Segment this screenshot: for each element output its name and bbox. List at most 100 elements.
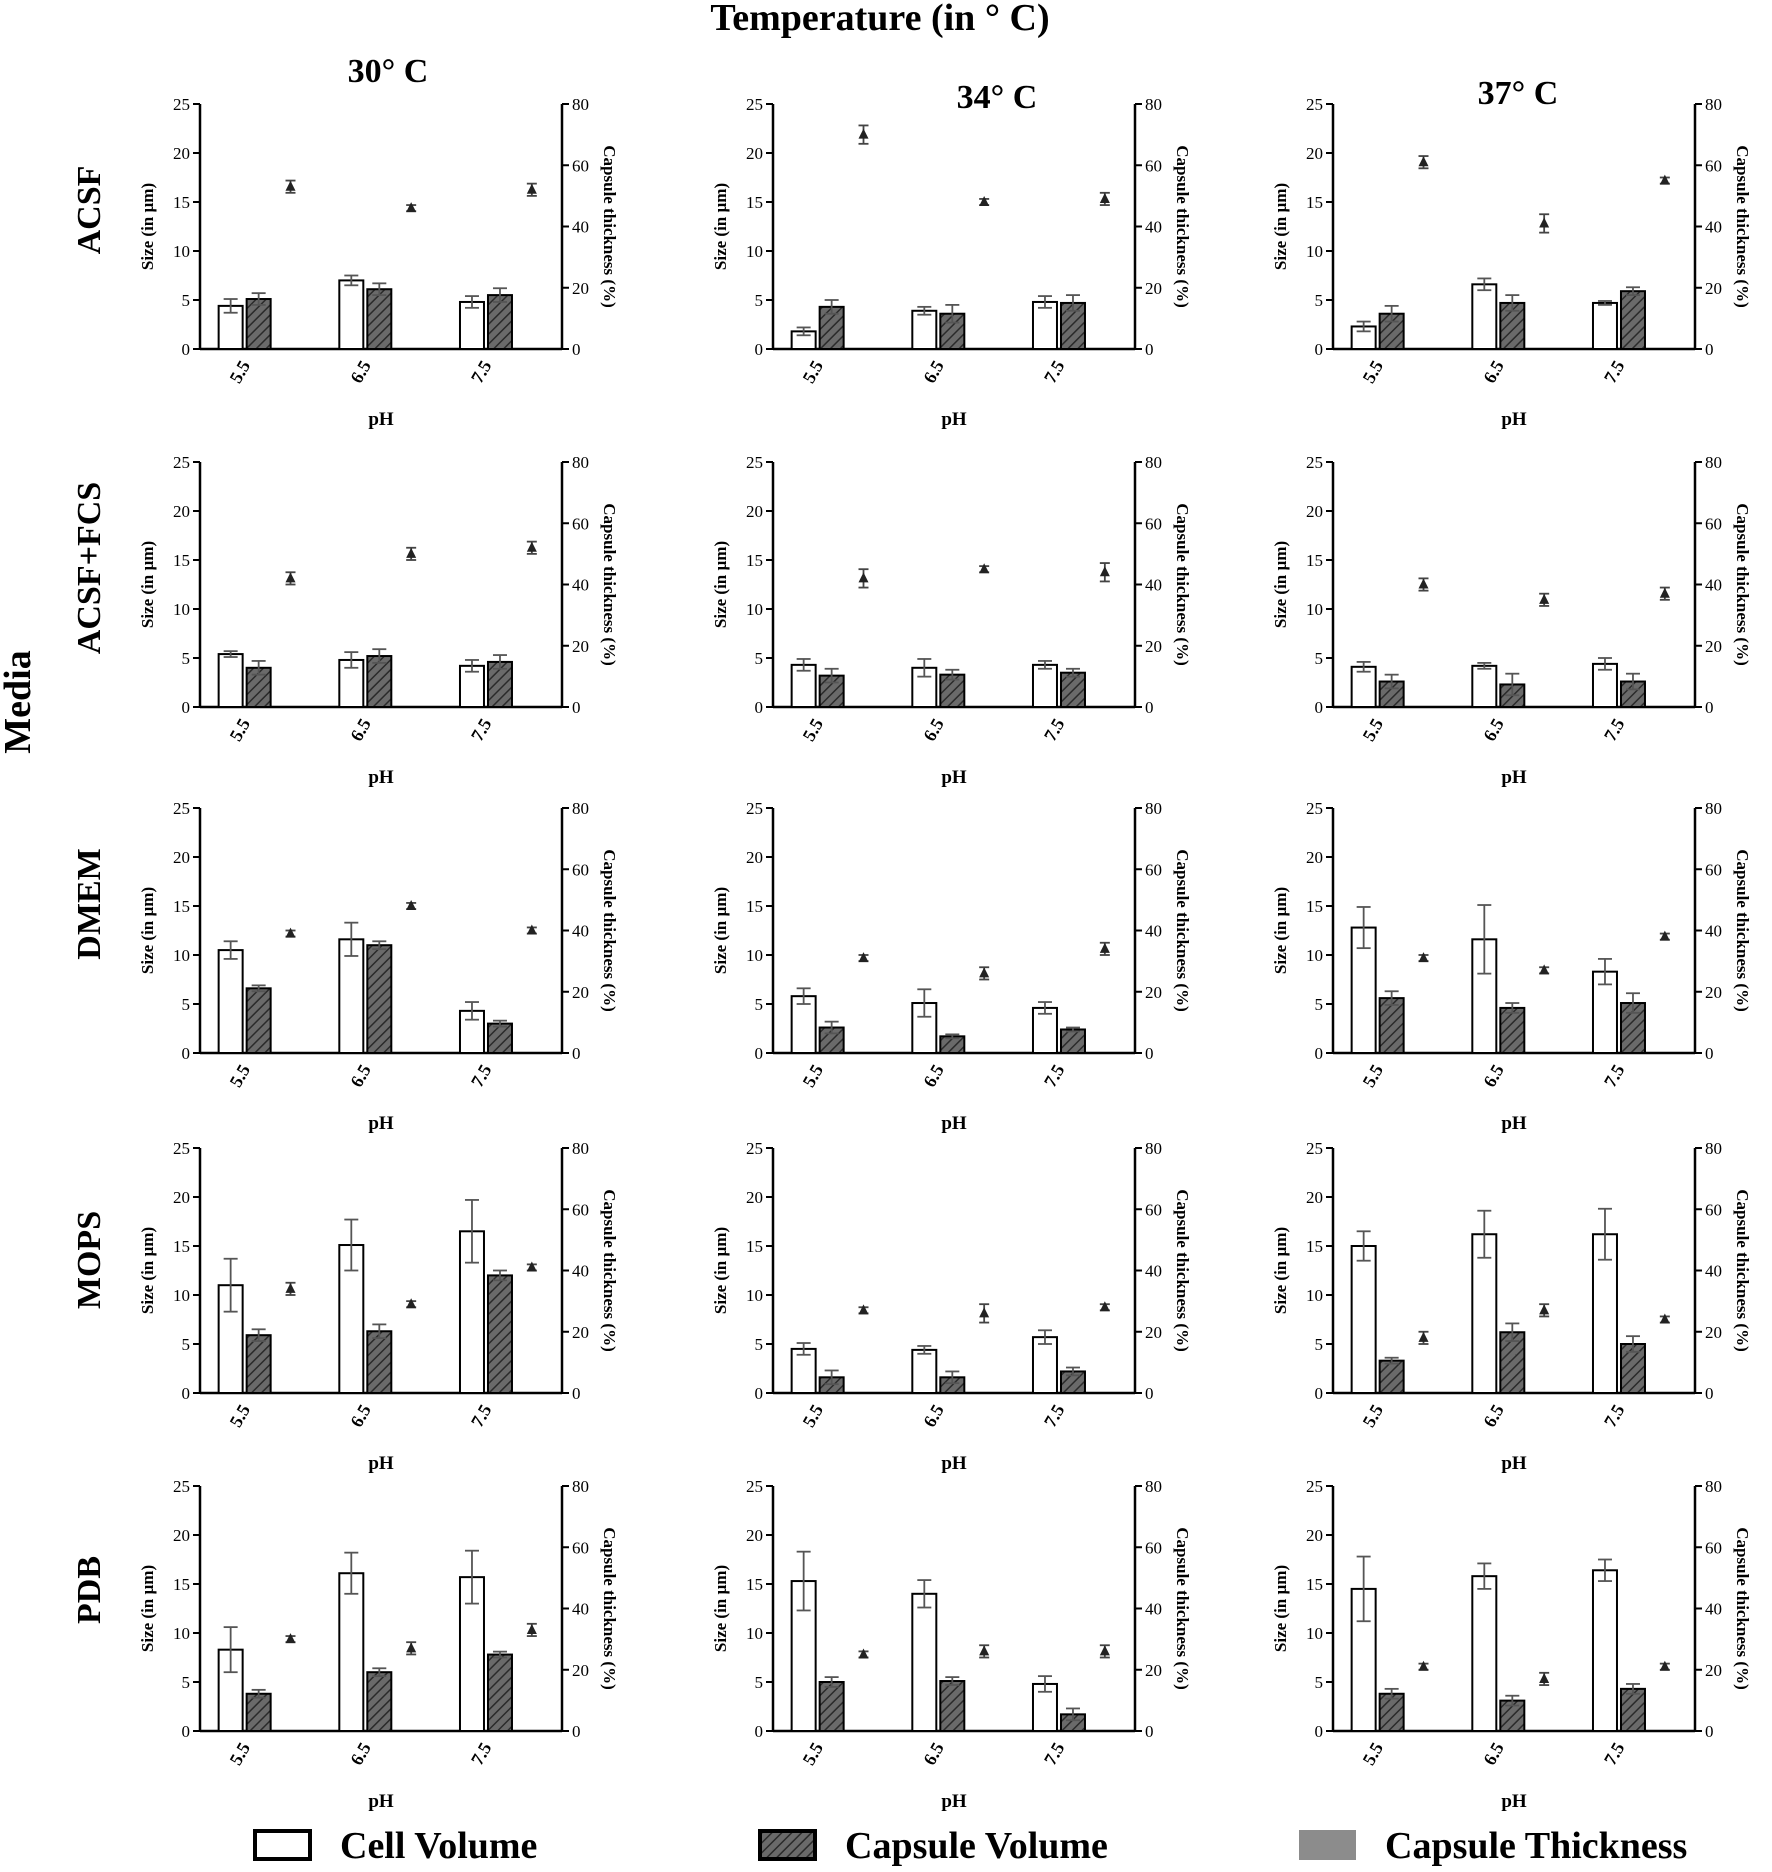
y-tick-label: 0 [755, 1044, 764, 1063]
y2-axis-title: Capsule thickness (%) [1733, 849, 1752, 1011]
y2-axis-title: Capsule thickness (%) [1173, 1527, 1192, 1689]
y-tick-label: 25 [173, 95, 190, 114]
y-tick-label: 25 [746, 95, 763, 114]
y2-tick-label: 0 [572, 698, 581, 717]
y2-tick-label: 0 [1145, 698, 1154, 717]
row-label-pdb: PDB [71, 1556, 108, 1624]
errorbar-cell-volume [1037, 1329, 1052, 1345]
marker-capsule-thickness [1539, 593, 1550, 604]
x-tick-label: 5.5 [226, 1739, 255, 1768]
y-tick-label: 20 [1306, 848, 1323, 867]
y2-tick-label: 20 [572, 1323, 589, 1342]
y-tick-label: 5 [182, 1335, 191, 1354]
y2-tick-label: 80 [1705, 799, 1722, 818]
y-tick-label: 25 [173, 799, 190, 818]
panel-acsf-37-c: 0 5 10 15 20 25 0 20 40 60 80 Size (in µm) Capsule t… [1271, 95, 1752, 430]
x-tick-label: 5.5 [799, 1401, 828, 1430]
errorbar-capsule-volume [251, 660, 266, 676]
y-tick-label: 10 [173, 1624, 190, 1643]
y2-axis-title: Capsule thickness (%) [1173, 503, 1192, 665]
x-tick-label: 7.5 [1600, 1061, 1629, 1090]
bar-capsule-volume [366, 288, 393, 350]
bar-cell-volume [911, 1348, 938, 1395]
panel-acsf-fcs-37-c: 0 5 10 15 20 25 0 20 40 60 80 Size (in µm) Capsule t… [1271, 453, 1752, 788]
errorbar-cell-volume [1356, 906, 1371, 950]
y2-tick-label: 80 [1145, 1477, 1162, 1496]
errorbar-cell-volume [796, 658, 811, 672]
y-tick-label: 15 [173, 1237, 190, 1256]
marker-capsule-thickness [979, 1307, 990, 1318]
errorbar-cell-volume [464, 1549, 479, 1605]
errorbar-cell-volume [1356, 1230, 1371, 1262]
y-tick-label: 5 [182, 1673, 191, 1692]
y-tick-label: 15 [173, 551, 190, 570]
y2-tick-label: 60 [1705, 156, 1722, 175]
errorbar-capsule-volume [1384, 673, 1399, 690]
marker-capsule-thickness [1418, 156, 1429, 167]
errorbar-capsule-volume [372, 1323, 387, 1340]
legend-swatch-filled [1299, 1830, 1356, 1860]
y-tick-label: 25 [1306, 453, 1323, 472]
column-header-30: 30° C [348, 53, 429, 90]
y-tick-label: 5 [755, 649, 764, 668]
bar-capsule-volume [366, 944, 393, 1055]
y2-tick-label: 40 [1705, 576, 1722, 595]
marker-capsule-thickness [285, 927, 296, 938]
errorbar-cell-volume [344, 651, 359, 669]
bar-capsule-volume [245, 987, 272, 1055]
x-tick-label: 7.5 [467, 1401, 496, 1430]
errorbar-cell-volume [796, 326, 811, 337]
legend-item-capsule-volume: Capsule Volume [758, 1825, 1108, 1867]
x-tick-label: 6.5 [346, 357, 375, 386]
marker-capsule-thickness [1099, 566, 1110, 577]
bar-capsule-volume [1619, 290, 1646, 350]
errorbar-cell-volume [1477, 1562, 1492, 1590]
y2-axis-title: Capsule thickness (%) [600, 1527, 619, 1689]
marker-capsule-thickness [406, 900, 417, 910]
marker-capsule-thickness [979, 563, 990, 574]
bar-cell-volume [1031, 663, 1058, 708]
x-axis-title: pH [368, 1791, 394, 1812]
errorbar-cell-volume [1477, 904, 1492, 975]
bar-cell-volume [1471, 664, 1498, 709]
errorbar-capsule-volume [372, 282, 387, 297]
y2-tick-label: 20 [1705, 1323, 1722, 1342]
y-tick-label: 10 [746, 600, 763, 619]
y2-tick-label: 60 [572, 156, 589, 175]
y2-tick-label: 0 [572, 1044, 581, 1063]
row-label-acsf: ACSF [71, 166, 108, 255]
y-tick-label: 15 [746, 193, 763, 212]
x-axis-title: pH [941, 1113, 967, 1134]
y-tick-label: 15 [1306, 1237, 1323, 1256]
errorbar-capsule-volume [824, 1020, 839, 1035]
marker-capsule-thickness [406, 547, 417, 558]
bar-capsule-volume [1059, 671, 1086, 709]
bar-capsule-volume [245, 1334, 272, 1395]
errorbar-capsule-volume [1384, 990, 1399, 1006]
y2-tick-label: 40 [1705, 1600, 1722, 1619]
errorbar-cell-volume [1597, 300, 1612, 306]
y2-axis-title: Capsule thickness (%) [1733, 145, 1752, 307]
y2-tick-label: 0 [1705, 698, 1714, 717]
errorbar-capsule-volume [1384, 1356, 1399, 1365]
marker-capsule-thickness [285, 572, 296, 583]
y-tick-label: 10 [746, 946, 763, 965]
row-axis-label: Media [0, 650, 39, 753]
errorbar-cell-volume [464, 1001, 479, 1021]
y-tick-label: 5 [755, 995, 764, 1014]
y-tick-label: 10 [1306, 1286, 1323, 1305]
y2-tick-label: 0 [1145, 1722, 1154, 1741]
panel-acsf-fcs-34-c: 0 5 10 15 20 25 0 20 40 60 80 Size (in µm) Capsule t… [711, 453, 1192, 788]
y-tick-label: 10 [173, 1286, 190, 1305]
marker-capsule-thickness [1099, 1301, 1110, 1312]
y-tick-label: 10 [746, 1286, 763, 1305]
errorbar-cell-volume [223, 1626, 238, 1674]
y2-tick-label: 20 [1705, 983, 1722, 1002]
legend-swatch-hatched [758, 1829, 817, 1861]
errorbar-cell-volume [796, 1550, 811, 1612]
marker-capsule-thickness [1539, 1672, 1550, 1683]
errorbar-cell-volume [464, 659, 479, 673]
y-tick-label: 0 [1315, 340, 1324, 359]
y-tick-label: 5 [1315, 995, 1324, 1014]
x-tick-label: 5.5 [1359, 715, 1388, 744]
